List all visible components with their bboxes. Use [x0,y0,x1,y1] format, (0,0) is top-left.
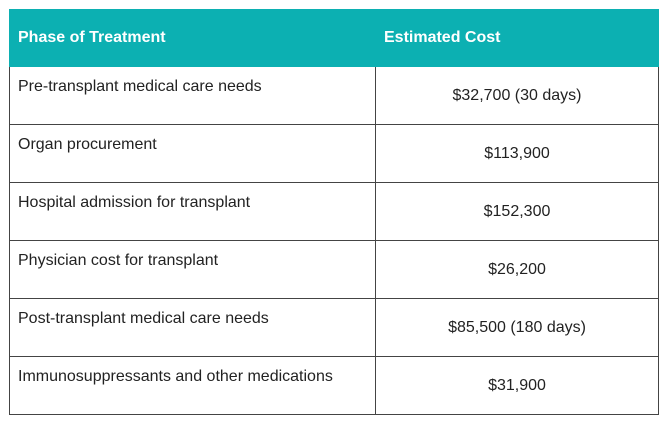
phase-cell: Immunosuppressants and other medications [9,356,376,415]
table-row: Post-transplant medical care needs $85,50… [9,298,659,357]
header-row: Phase of Treatment Estimated Cost [9,9,659,67]
cost-cell: $113,900 [375,124,659,183]
phase-cell: Post-transplant medical care needs [9,298,376,357]
cost-cell: $152,300 [375,182,659,241]
table-header: Phase of Treatment Estimated Cost [9,9,659,67]
cost-cell: $32,700 (30 days) [375,66,659,125]
cost-cell: $85,500 (180 days) [375,298,659,357]
phase-cell: Organ procurement [9,124,376,183]
cost-cell: $26,200 [375,240,659,299]
header-cell: Phase of Treatment [9,9,376,67]
table-body: Pre-transplant medical care needs $32,700… [9,66,659,415]
table-row: Organ procurement $113,900 [9,124,659,183]
table-row: Pre-transplant medical care needs $32,700… [9,66,659,125]
cost-table: Phase of Treatment Estimated Cost Pre-tr… [9,9,659,415]
phase-cell: Physician cost for transplant [9,240,376,299]
table-row: Physician cost for transplant $26,200 [9,240,659,299]
phase-cell: Pre-transplant medical care needs [9,66,376,125]
phase-cell: Hospital admission for transplant [9,182,376,241]
cost-cell: $31,900 [375,356,659,415]
header-cell: Estimated Cost [375,9,659,67]
table-row: Immunosuppressants and other medications… [9,356,659,415]
table-row: Hospital admission for transplant $152,30… [9,182,659,241]
